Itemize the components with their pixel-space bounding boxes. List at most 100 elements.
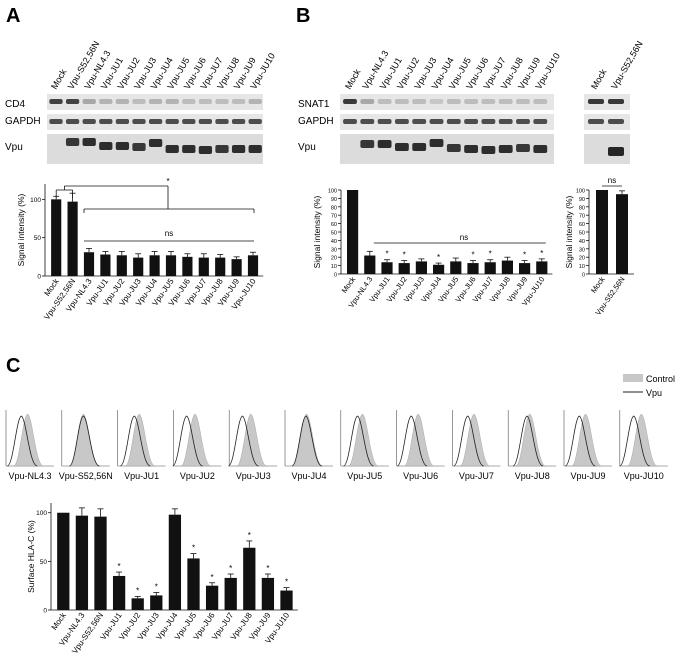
bar-vpu-s52-56n <box>616 194 628 274</box>
blot-band <box>412 99 427 104</box>
blot-band <box>148 99 163 104</box>
histogram-vpu-ju9: Vpu-JU9 <box>563 410 612 481</box>
panel-letter-b: B <box>296 5 310 27</box>
control-histogram <box>125 413 156 467</box>
histogram-vpu-ju8: Vpu-JU8 <box>507 410 557 481</box>
bar-vpu-ju8 <box>243 547 256 610</box>
blot-band <box>608 99 624 104</box>
blot-band <box>464 119 479 124</box>
control-histogram <box>69 413 100 467</box>
vpu-histogram <box>396 415 428 467</box>
significance-star: * <box>540 249 543 258</box>
y-tick-label: 70 <box>331 214 337 220</box>
y-tick-label: 40 <box>579 239 585 245</box>
blot-band <box>394 143 409 151</box>
y-tick-label: 70 <box>579 214 585 220</box>
significance-star: * <box>248 531 251 540</box>
blot-band <box>49 119 63 124</box>
significance-star: * <box>285 578 288 587</box>
blot-band <box>360 99 375 104</box>
histogram-vpu-ju6: Vpu-JU6 <box>396 410 445 481</box>
y-tick-label: 100 <box>36 510 47 517</box>
blot-band <box>377 99 392 104</box>
blot-band <box>412 143 427 151</box>
significance-star: * <box>266 564 269 573</box>
blot-band <box>115 119 130 124</box>
y-tick-label: 50 <box>40 559 48 566</box>
y-tick-label: 0 <box>582 273 585 279</box>
significance-star: * <box>403 251 406 260</box>
bar-vpu-ju9 <box>231 259 242 276</box>
bar-mock <box>57 512 70 610</box>
significance-star: * <box>437 253 440 262</box>
bar-vpu-ju10 <box>280 590 293 610</box>
blot-band <box>498 119 513 124</box>
legend-label-vpu: Vpu <box>646 388 662 398</box>
bar-vpu-ju7 <box>484 262 496 274</box>
significance-star-a: * <box>166 177 169 186</box>
control-histogram <box>180 413 212 467</box>
blot-band <box>65 119 80 124</box>
bar-vpu-s52-56n <box>94 516 107 610</box>
y-tick-label: 60 <box>331 222 337 228</box>
blot-band <box>446 99 461 104</box>
control-histogram <box>236 413 267 467</box>
bar-vpu-ju3 <box>415 261 427 274</box>
histogram-label-vpu-nl4-3: Vpu-NL4.3 <box>8 471 51 481</box>
vpu-histogram <box>119 415 151 467</box>
bar-vpu-ju10 <box>536 261 548 274</box>
blot-band <box>132 99 146 104</box>
blot-band <box>248 145 262 153</box>
vpu-histogram <box>172 415 203 467</box>
blot-band <box>394 99 409 104</box>
blot-band <box>481 99 496 104</box>
y-tick-label: 50 <box>331 231 337 237</box>
blot-band <box>198 119 213 124</box>
lane-label-mock: Mock <box>343 67 363 91</box>
bar-vpu-ju2 <box>116 255 127 276</box>
blot-band <box>248 99 262 104</box>
blot-band <box>394 119 409 124</box>
blot-band <box>82 99 96 104</box>
blot-label-vpu-a: Vpu <box>5 142 23 153</box>
histogram-label-vpu-ju2: Vpu-JU2 <box>180 471 215 481</box>
blot-band <box>99 99 113 104</box>
blot-band <box>533 145 548 153</box>
panel-a-blots: MockVpu-S52,56NVpu-NL4.3Vpu-JU1Vpu-JU2Vp… <box>5 39 277 164</box>
legend-swatch-control <box>623 374 643 382</box>
blot-band <box>148 139 163 147</box>
bar-vpu-s52-56n <box>67 201 78 276</box>
bar-vpu-ju4 <box>168 514 182 610</box>
y-tick-label: 80 <box>331 205 337 211</box>
bar-vpu-nl4-3 <box>364 255 376 274</box>
control-histogram <box>627 413 658 467</box>
y-tick-label: 30 <box>331 247 337 253</box>
blot-band <box>446 144 461 152</box>
y-tick-label: 20 <box>579 256 585 262</box>
control-histogram <box>459 413 491 467</box>
lane-label-vpu-ju10: Vpu-JU10 <box>248 51 277 91</box>
bar-vpu-ju7 <box>198 257 209 276</box>
blot-label-vpu-b: Vpu <box>298 142 316 153</box>
y-tick-label: 60 <box>579 222 585 228</box>
lane-label-vpu-ju10: Vpu-JU10 <box>533 51 562 91</box>
lane-label-vpu-s52-56n: Vpu-S52,56N <box>609 39 645 91</box>
blot-band <box>165 145 179 153</box>
blot-strip-snat1-right <box>584 94 630 110</box>
significance-star: * <box>118 562 121 571</box>
significance-star: * <box>192 544 195 553</box>
blot-band <box>99 119 113 124</box>
bar-vpu-ju2 <box>398 263 410 274</box>
significance-star: * <box>489 250 492 259</box>
histogram-label-vpu-ju3: Vpu-JU3 <box>236 471 271 481</box>
control-histogram <box>571 413 602 467</box>
vpu-histogram <box>228 415 259 467</box>
histogram-vpu-ju7: Vpu-JU7 <box>452 410 501 481</box>
blot-band <box>132 143 146 151</box>
panel-b-right-lane-labels: Mock Vpu-S52,56N <box>589 39 645 91</box>
y-tick-label: 10 <box>579 264 585 270</box>
panel-letter-a: A <box>6 5 20 27</box>
blot-band <box>182 119 196 124</box>
